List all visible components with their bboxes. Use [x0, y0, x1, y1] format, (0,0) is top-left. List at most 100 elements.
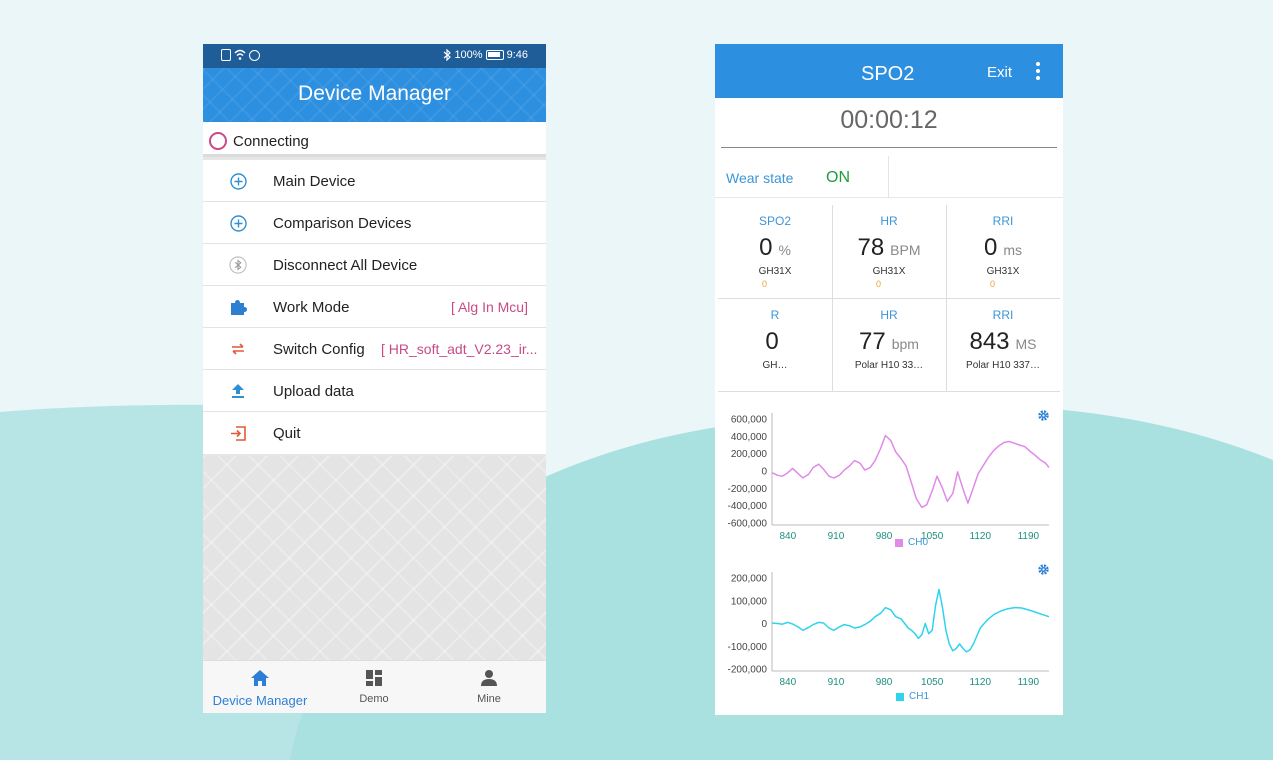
- x-tick-label: 1190: [1018, 531, 1040, 542]
- metric-header: R: [770, 308, 780, 322]
- nav-mine[interactable]: Mine: [432, 667, 546, 705]
- nav-label: Mine: [477, 693, 501, 705]
- divider: [718, 391, 1060, 392]
- menu-item-label: Quit: [273, 425, 301, 442]
- y-tick-label: -200,000: [728, 484, 768, 495]
- empty-content-area: [203, 456, 546, 660]
- plus-circle-icon: [229, 172, 247, 190]
- x-tick-label: 840: [779, 677, 796, 688]
- metric-spo2: SPO2 0% GH31X 0: [718, 205, 832, 298]
- x-tick-label: 1120: [970, 531, 992, 542]
- metric-header: HR: [880, 308, 898, 322]
- menu-item-switch-config[interactable]: Switch Config [ HR_soft_adt_V2.23_ir...: [203, 328, 546, 370]
- y-tick-label: 200,000: [731, 574, 768, 585]
- wifi-icon: [234, 49, 246, 60]
- ch1-chart-svg: 200,000 100,000 0 -100,000 -200,000 840 910 980…: [728, 572, 1050, 688]
- x-tick-label: 980: [876, 531, 893, 542]
- menu-item-work-mode[interactable]: Work Mode [ Alg In Mcu]: [203, 286, 546, 328]
- sim-icon: [221, 49, 231, 61]
- menu-item-quit[interactable]: Quit: [203, 412, 546, 454]
- menu-item-label: Comparison Devices: [273, 215, 412, 232]
- app-header: SPO2 Exit: [715, 44, 1063, 98]
- metric-unit: ms: [1003, 242, 1023, 258]
- elapsed-timer: 00:00:12: [840, 106, 938, 134]
- wear-state-value: ON: [826, 169, 850, 186]
- device-menu: Main Device Comparison Devices Disconnec…: [203, 160, 546, 454]
- y-tick-label: 600,000: [731, 415, 768, 426]
- app-notification-icon: [249, 49, 260, 61]
- divider: [721, 147, 1057, 148]
- settings-gear-icon[interactable]: [1037, 409, 1050, 422]
- metric-unit: BPM: [890, 242, 921, 258]
- x-tick-label: 1050: [921, 677, 944, 688]
- menu-item-main-device[interactable]: Main Device: [203, 160, 546, 202]
- grid-icon: [317, 667, 431, 689]
- puzzle-icon: [229, 298, 247, 316]
- metric-source: GH…: [762, 360, 788, 371]
- legend-swatch: [895, 538, 903, 547]
- metric-rri-polar: RRI 843 MS Polar H10 337…: [946, 299, 1060, 392]
- metric-header: RRI: [992, 308, 1014, 322]
- ch1-chart: 200,000 100,000 0 -100,000 -200,000 840 910 980…: [715, 556, 1063, 706]
- x-tick-label: 840: [779, 531, 796, 542]
- status-bar: 100% 9:46: [203, 44, 546, 68]
- chart-legend: CH1: [896, 691, 929, 702]
- menu-item-label: Disconnect All Device: [273, 257, 418, 274]
- more-vertical-icon[interactable]: [1035, 61, 1041, 81]
- device-manager-screen: 100% 9:46 Device Manager Connecting Main…: [203, 44, 546, 713]
- wear-state-label: Wear state: [726, 170, 794, 186]
- home-icon: [203, 667, 317, 689]
- divider: [718, 298, 1060, 299]
- metric-source: GH31X: [986, 266, 1020, 277]
- metric-header: SPO2: [758, 214, 791, 228]
- metric-source: GH31X: [872, 266, 906, 277]
- bottom-navigation: Device Manager Demo Mine: [203, 660, 546, 713]
- battery-icon: [485, 50, 504, 60]
- menu-item-disconnect-all[interactable]: Disconnect All Device: [203, 244, 546, 286]
- y-tick-label: 0: [761, 619, 767, 630]
- nav-label: Device Manager: [212, 693, 308, 708]
- legend-label: CH0: [908, 537, 929, 548]
- series-line-ch1: [771, 588, 1050, 653]
- nav-demo[interactable]: Demo: [317, 667, 431, 705]
- ch0-chart-svg: 600,000 400,000 200,000 0 -200,000 -400,000 -6…: [728, 413, 1050, 542]
- menu-item-comparison-devices[interactable]: Comparison Devices: [203, 202, 546, 244]
- battery-percent: 100%: [454, 49, 483, 61]
- x-tick-label: 1050: [921, 531, 944, 542]
- plus-circle-icon: [229, 214, 247, 232]
- nav-device-manager[interactable]: Device Manager: [203, 667, 317, 708]
- menu-item-label: Work Mode: [273, 299, 350, 316]
- connection-status-row: Connecting: [203, 122, 546, 157]
- spo2-screen: SPO2 Exit 00:00:12 Wear state ON SPO2 0%…: [715, 44, 1063, 715]
- legend-swatch: [896, 692, 904, 701]
- page-title: Device Manager: [298, 82, 451, 105]
- clock: 9:46: [506, 49, 528, 61]
- work-mode-value: [ Alg In Mcu]: [450, 299, 528, 315]
- swap-arrows-icon: [229, 340, 247, 358]
- app-header: Device Manager: [203, 68, 546, 122]
- divider: [888, 156, 889, 198]
- switch-config-value: [ HR_soft_adt_V2.23_ir...: [381, 341, 538, 357]
- metric-hr: HR 78 BPM GH31X 0: [832, 205, 946, 298]
- metric-value: 77: [859, 328, 886, 355]
- exit-button[interactable]: Exit: [987, 64, 1013, 81]
- settings-gear-icon[interactable]: [1037, 563, 1050, 576]
- x-tick-label: 1120: [970, 677, 992, 688]
- x-tick-label: 910: [828, 531, 845, 542]
- y-tick-label: 100,000: [731, 596, 768, 607]
- y-tick-label: 400,000: [731, 432, 768, 443]
- y-tick-label: -200,000: [728, 665, 768, 676]
- bluetooth-status-icon: [444, 49, 452, 61]
- x-tick-label: 910: [828, 677, 845, 688]
- y-tick-label: -600,000: [728, 519, 768, 530]
- metric-value: 0: [765, 328, 779, 355]
- metric-unit: %: [778, 242, 791, 258]
- page-title: SPO2: [861, 63, 915, 85]
- bluetooth-icon: [229, 256, 247, 274]
- metric-source: Polar H10 33…: [854, 360, 924, 371]
- metric-rri: RRI 0 ms GH31X 0: [946, 205, 1060, 298]
- menu-item-label: Switch Config: [273, 341, 365, 358]
- menu-item-upload-data[interactable]: Upload data: [203, 370, 546, 412]
- y-tick-label: 200,000: [731, 449, 768, 460]
